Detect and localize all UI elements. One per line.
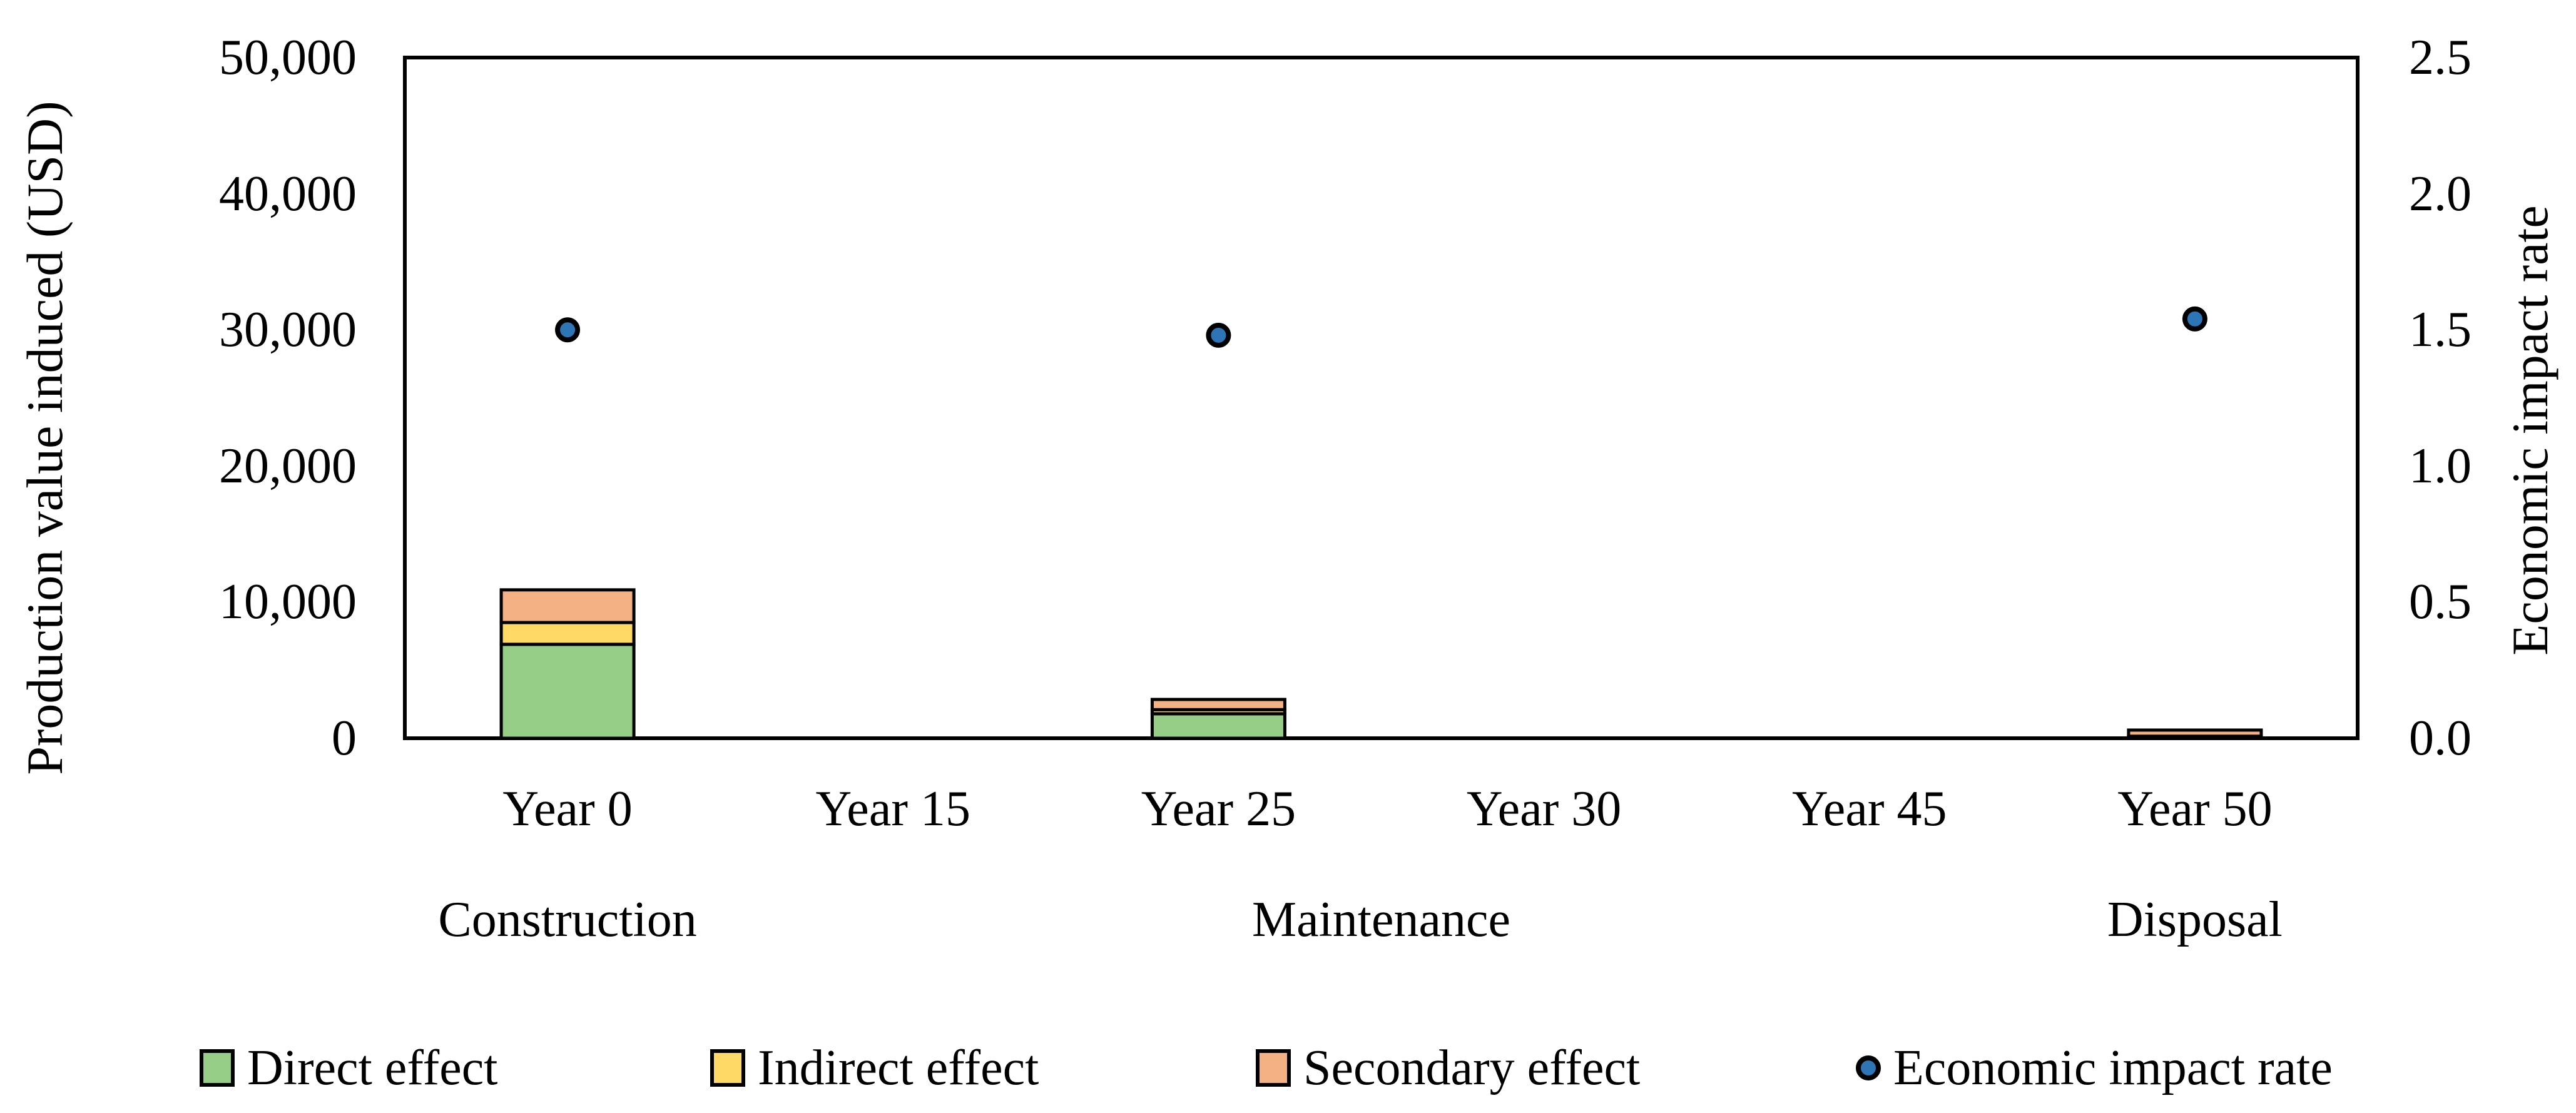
legend-square-swatch-icon — [1256, 1049, 1291, 1087]
left-axis-tick: 10,000 — [219, 574, 357, 630]
legend-label: Indirect effect — [758, 1040, 1039, 1095]
right-axis-tick: 2.0 — [2409, 166, 2472, 221]
bar-segment-direct-effect — [499, 643, 636, 740]
right-axis-tick: 0.0 — [2409, 711, 2472, 766]
phase-label-maintenance: Maintenance — [1251, 892, 1511, 947]
category-label: Year 0 — [502, 781, 633, 836]
right-axis-tick: 2.5 — [2409, 30, 2472, 85]
bar-segment-secondary-effect — [499, 588, 636, 624]
right-axis-title: Economic impact rate — [2502, 205, 2558, 656]
legend-label: Direct effect — [247, 1040, 498, 1095]
phase-label-disposal: Disposal — [2107, 892, 2283, 947]
right-axis-tick: 0.5 — [2409, 574, 2472, 630]
legend-item-indirect-effect: Indirect effect — [710, 1043, 1039, 1093]
left-axis-tick: 0 — [332, 711, 357, 766]
scatter-dot-economic-impact-rate — [2182, 306, 2207, 332]
left-axis-title: Production value induced (USD) — [16, 101, 73, 775]
right-axis-tick: 1.5 — [2409, 302, 2472, 358]
left-axis-tick: 50,000 — [219, 30, 357, 85]
category-label: Year 45 — [1792, 781, 1947, 836]
category-label: Year 25 — [1141, 781, 1296, 836]
legend-item-secondary-effect: Secondary effect — [1256, 1043, 1640, 1093]
legend-item-direct-effect: Direct effect — [200, 1043, 497, 1093]
bar-segment-secondary-effect — [2127, 728, 2263, 738]
category-label: Year 50 — [2117, 781, 2273, 836]
left-axis-tick: 40,000 — [219, 166, 357, 221]
plot-frame — [403, 56, 2360, 740]
legend-label: Secondary effect — [1303, 1040, 1641, 1095]
left-axis-tick: 30,000 — [219, 302, 357, 358]
legend-square-swatch-icon — [710, 1049, 745, 1087]
category-label: Year 15 — [815, 781, 970, 836]
bar-segment-secondary-effect — [1150, 698, 1286, 711]
phase-label-construction: Construction — [438, 892, 697, 947]
legend-item-economic-impact-rate: Economic impact rate — [1856, 1043, 2333, 1093]
legend-label: Economic impact rate — [1893, 1040, 2333, 1095]
category-label: Year 30 — [1466, 781, 1622, 836]
scatter-dot-economic-impact-rate — [555, 317, 581, 343]
bar-segment-direct-effect — [1150, 712, 1286, 740]
right-axis-tick: 1.0 — [2409, 438, 2472, 494]
legend-circle-marker-icon — [1856, 1055, 1881, 1080]
scatter-dot-economic-impact-rate — [1206, 322, 1231, 348]
legend-square-swatch-icon — [200, 1049, 235, 1087]
left-axis-tick: 20,000 — [219, 438, 357, 494]
bar-segment-indirect-effect — [499, 621, 636, 646]
